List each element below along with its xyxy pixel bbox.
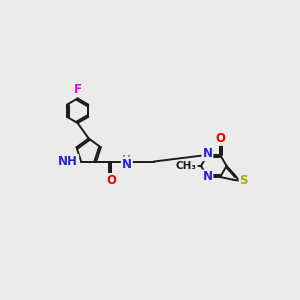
Text: S: S <box>240 174 248 187</box>
Text: O: O <box>215 132 225 145</box>
Text: N: N <box>202 170 212 184</box>
Text: N: N <box>202 147 212 160</box>
Text: NH: NH <box>58 155 78 168</box>
Text: O: O <box>106 174 116 187</box>
Text: CH₃: CH₃ <box>176 161 197 171</box>
Text: N: N <box>122 158 132 170</box>
Text: F: F <box>74 83 82 96</box>
Text: H: H <box>122 154 131 165</box>
